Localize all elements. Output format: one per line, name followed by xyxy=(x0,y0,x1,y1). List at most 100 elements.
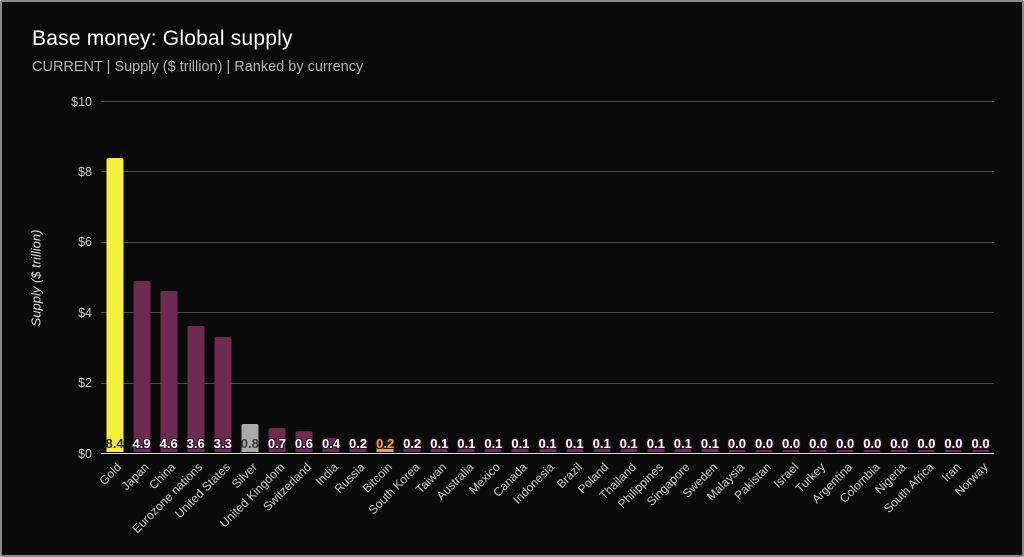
chart-subtitle: CURRENT | Supply ($ trillion) | Ranked b… xyxy=(32,59,364,75)
y-tick-label: $6 xyxy=(78,235,92,250)
bar-slot: 0.0 Norway xyxy=(952,102,994,499)
bar-slot: 0.2 South Korea xyxy=(365,102,426,517)
bar xyxy=(809,450,827,452)
gridline: $4 xyxy=(78,306,994,320)
bar-value-label: 0.0 xyxy=(890,436,909,451)
bar xyxy=(133,280,151,452)
bar-slot: 0.0 Argentina xyxy=(809,102,859,506)
bar-slot: 0.0 Turkey xyxy=(793,102,832,496)
bar-value-label: 0.0 xyxy=(754,436,774,451)
bar xyxy=(268,427,286,452)
bar-value-label: 0.1 xyxy=(700,436,719,451)
bar-value-label: 0.1 xyxy=(511,436,530,451)
bar-value-label: 0.1 xyxy=(538,436,557,451)
bar xyxy=(187,326,205,452)
y-tick-label: $4 xyxy=(78,305,92,320)
gridline: $8 xyxy=(78,165,994,179)
bar xyxy=(349,445,367,452)
bar-value-label: 0.0 xyxy=(782,436,801,451)
bar xyxy=(836,450,854,452)
bar xyxy=(214,336,232,452)
bar-value-label: 0.4 xyxy=(321,436,341,451)
bar-value-label: 0.1 xyxy=(565,436,584,451)
chart-title: Base money: Global supply xyxy=(32,27,293,50)
bar xyxy=(106,158,124,452)
bar-slot: 0.0 Colombia xyxy=(836,102,886,506)
bar-value-label: 0.1 xyxy=(430,436,449,451)
bar-slot: 0.1 Canada xyxy=(491,102,534,500)
bar xyxy=(484,448,502,452)
x-axis-label: Japan xyxy=(118,460,152,494)
bar-slot: 0.4 India xyxy=(313,102,345,488)
bar-slot: 0.8 Silver xyxy=(229,102,263,491)
bar-value-label: 0.2 xyxy=(376,436,395,451)
bar-value-label: 0.8 xyxy=(240,436,259,451)
y-axis-title: Supply ($ trillion) xyxy=(28,229,44,327)
bar xyxy=(566,448,584,452)
bar-slot: 0.1 Brazil xyxy=(553,102,588,491)
bar-slot: 0.1 Sweden xyxy=(679,102,723,501)
bar-value-label: 4.6 xyxy=(159,436,178,451)
bar-value-label: 0.1 xyxy=(592,436,611,451)
bar-value-label: 0.6 xyxy=(294,436,314,451)
bar xyxy=(863,450,881,452)
bar-value-label: 8.4 xyxy=(105,436,124,451)
bar-value-label: 0.0 xyxy=(809,436,828,451)
bar-slot: 0.0 Pakistan xyxy=(731,102,778,502)
bar xyxy=(755,450,773,452)
bar xyxy=(241,424,259,452)
bar xyxy=(322,438,340,452)
bar-slot: 3.3 United States xyxy=(172,102,236,521)
y-tick-label: $0 xyxy=(78,446,92,461)
bars-layer: 8.4 Gold 4.9 Japan 4.6 China 3.6 Eurozone natio… xyxy=(97,102,994,536)
bar-value-label: 0.7 xyxy=(267,436,286,451)
bar xyxy=(430,448,448,452)
bar-slot: 0.1 Poland xyxy=(575,102,615,496)
bar-value-label: 0.2 xyxy=(349,436,368,451)
bar xyxy=(647,448,665,452)
bar-slot: 0.1 Taiwan xyxy=(413,102,453,496)
bar-value-label: 0.0 xyxy=(727,436,747,451)
bar xyxy=(917,450,935,452)
gridline: $6 xyxy=(78,235,994,249)
bar xyxy=(376,445,394,452)
bar-slot: 4.9 Japan xyxy=(118,102,155,493)
bar-slot: 0.0 Israel xyxy=(770,102,805,491)
x-axis-line xyxy=(101,452,994,454)
gridline: $10 xyxy=(71,95,994,109)
bar-slot: 4.6 China xyxy=(146,102,182,492)
bar-slot: 0.2 Russia xyxy=(332,102,372,496)
bar-slot: 0.6 Switzerland xyxy=(260,102,317,514)
bar xyxy=(701,448,719,452)
y-tick-label: $2 xyxy=(78,376,92,391)
bar-slot: 0.1 Thailand xyxy=(596,102,642,502)
bar-slot: 0.1 Singapore xyxy=(644,102,696,509)
bar-value-label: 3.6 xyxy=(186,436,205,451)
bar-slot: 0.0 South Africa xyxy=(881,102,940,516)
x-axis-label: Russia xyxy=(332,460,368,496)
bar-slot: 0.1 Indonesia xyxy=(511,102,561,507)
bar-value-label: 0.0 xyxy=(836,436,855,451)
bar xyxy=(295,431,313,452)
bar xyxy=(539,448,557,452)
bar-value-label: 0.1 xyxy=(619,436,638,451)
bar-value-label: 0.1 xyxy=(646,436,665,451)
bar-slot: 0.2 Bitcoin xyxy=(360,102,399,495)
bar-value-label: 3.3 xyxy=(213,436,232,451)
bar-slot: 0.7 United Kingdom xyxy=(217,102,290,530)
bar-value-label: 0.1 xyxy=(484,436,503,451)
bar xyxy=(403,445,421,452)
bar-slot: 0.0 Nigeria xyxy=(872,102,913,497)
bar-value-label: 0.0 xyxy=(971,436,990,451)
bar xyxy=(890,450,908,452)
y-tick-label: $10 xyxy=(71,94,92,109)
bar-value-label: 0.1 xyxy=(457,436,476,451)
bar xyxy=(620,448,638,452)
bar xyxy=(674,448,692,452)
bar xyxy=(160,291,178,452)
bar-slot: 0.0 Iran xyxy=(939,102,967,485)
bar xyxy=(944,450,962,452)
bar-value-label: 0.0 xyxy=(917,436,936,451)
bar-slot: 3.6 Eurozone nations xyxy=(130,102,209,536)
